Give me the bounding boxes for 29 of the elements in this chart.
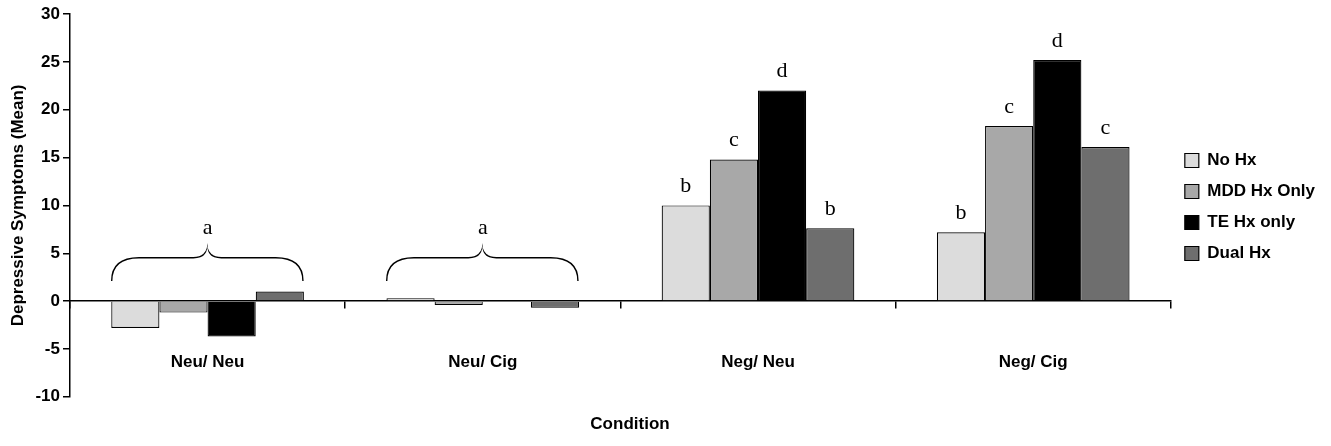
annotation: d — [776, 57, 788, 83]
y-tick-label: -10 — [35, 386, 60, 406]
y-tick-label: 25 — [41, 51, 60, 71]
annotation: a — [202, 213, 213, 239]
annotation: b — [680, 172, 692, 198]
y-tick-label: 30 — [41, 3, 60, 23]
annotation: c — [729, 126, 740, 152]
annotation: d — [1051, 26, 1063, 52]
y-tick-label: 5 — [50, 242, 60, 262]
legend-label: MDD Hx Only — [1207, 181, 1316, 201]
legend-label: No Hx — [1207, 150, 1257, 170]
y-axis-title: Depressive Symptoms (Mean) — [7, 84, 27, 327]
annotation: c — [1100, 113, 1111, 139]
x-tick-label: Neg/ Cig — [998, 351, 1068, 371]
x-tick-label: Neg/ Neu — [721, 351, 795, 371]
y-tick-label: -5 — [44, 338, 60, 358]
y-tick-label: 20 — [41, 99, 60, 119]
x-axis-title: Condition — [589, 414, 671, 434]
annotation: b — [955, 198, 967, 224]
annotation: c — [1004, 92, 1015, 118]
y-tick-label: 15 — [41, 147, 60, 167]
x-tick-label: Neu/ Neu — [170, 351, 245, 371]
x-tick-label: Neu/ Cig — [448, 351, 518, 371]
annotation: b — [824, 195, 836, 221]
legend-label: TE Hx only — [1207, 212, 1296, 232]
y-tick-label: 10 — [41, 195, 60, 215]
annotation: a — [477, 213, 488, 239]
y-tick-label: 0 — [50, 290, 60, 310]
legend-label: Dual Hx — [1207, 243, 1272, 263]
